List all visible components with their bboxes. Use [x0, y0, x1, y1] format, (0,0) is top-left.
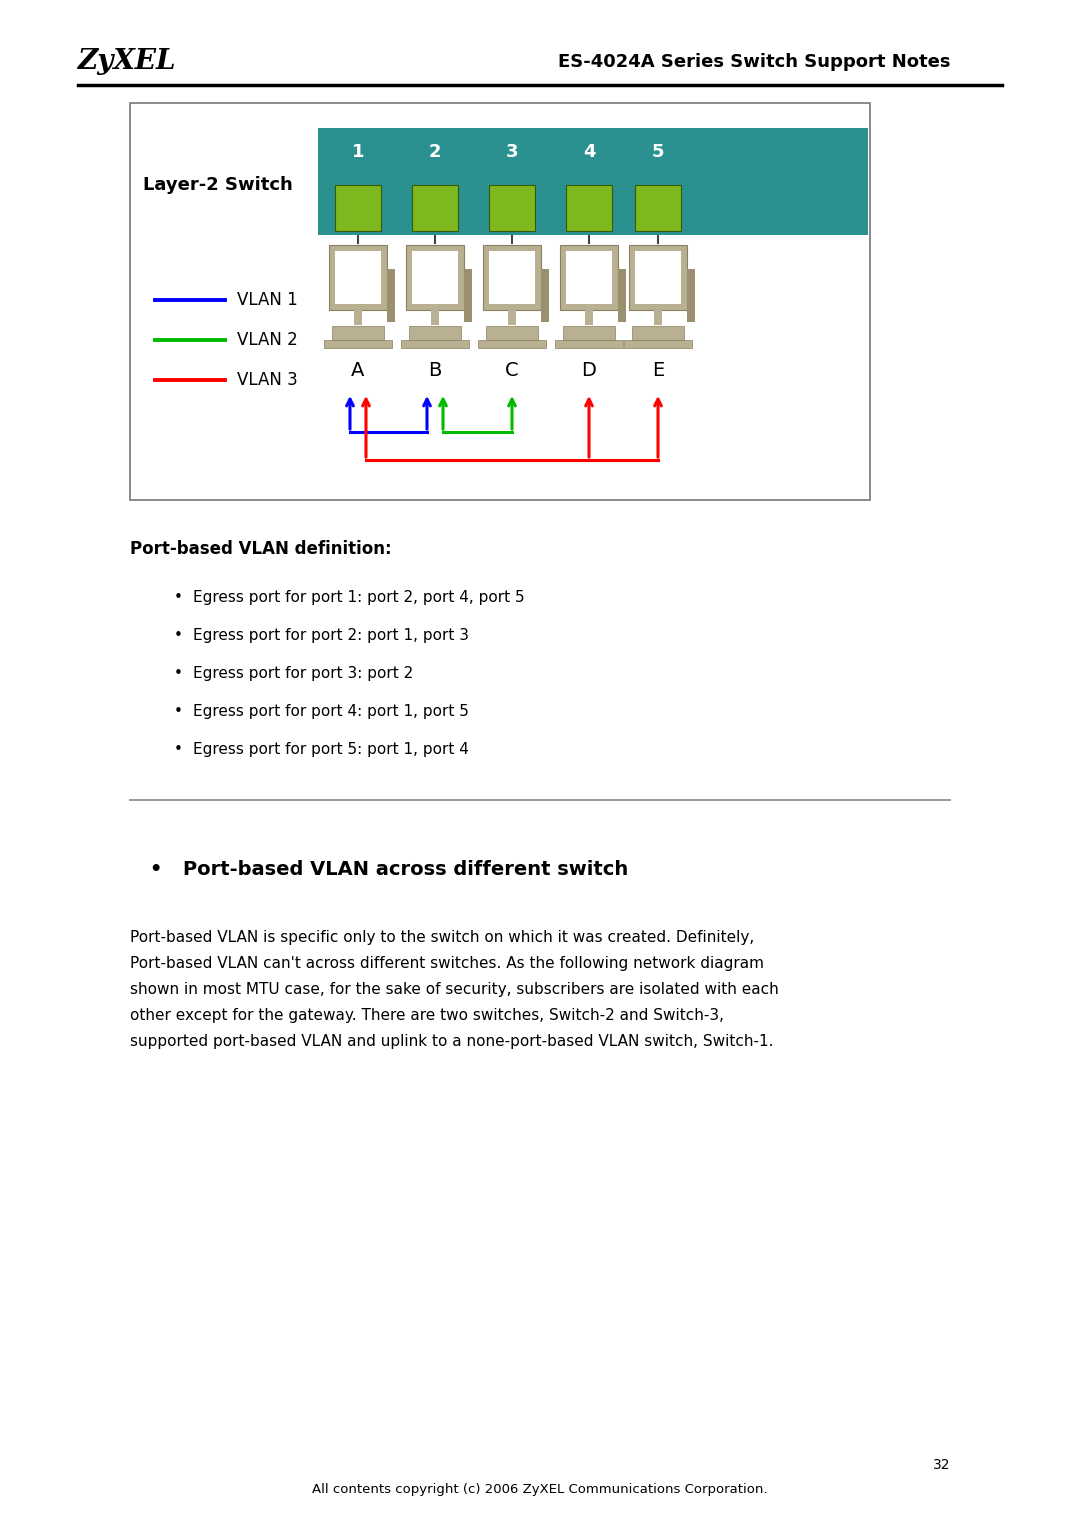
Text: Egress port for port 4: port 1, port 5: Egress port for port 4: port 1, port 5	[193, 704, 469, 719]
Bar	[563, 325, 615, 341]
Text: D: D	[581, 360, 596, 380]
Text: •: •	[174, 742, 183, 757]
Bar	[687, 269, 696, 322]
Text: Layer-2 Switch: Layer-2 Switch	[144, 176, 293, 194]
Bar	[489, 185, 535, 231]
Bar	[411, 185, 458, 231]
Bar	[618, 269, 626, 322]
Bar	[566, 250, 612, 304]
FancyBboxPatch shape	[406, 244, 464, 310]
Bar	[431, 310, 438, 325]
Bar	[318, 128, 868, 235]
Bar	[508, 310, 516, 325]
Text: Port-based VLAN can't across different switches. As the following network diagra: Port-based VLAN can't across different s…	[130, 956, 764, 971]
Text: Egress port for port 3: port 2: Egress port for port 3: port 2	[193, 666, 414, 681]
Text: 4: 4	[583, 144, 595, 160]
Text: C: C	[505, 360, 518, 380]
Bar	[635, 250, 681, 304]
Text: Port-based VLAN is specific only to the switch on which it was created. Definite: Port-based VLAN is specific only to the …	[130, 930, 754, 945]
Text: Egress port for port 1: port 2, port 4, port 5: Egress port for port 1: port 2, port 4, …	[193, 589, 525, 605]
Text: •: •	[174, 704, 183, 719]
Bar	[130, 102, 870, 499]
FancyBboxPatch shape	[483, 244, 541, 310]
Text: ES-4024A Series Switch Support Notes: ES-4024A Series Switch Support Notes	[557, 53, 950, 70]
Text: 3: 3	[505, 144, 518, 160]
Text: B: B	[429, 360, 442, 380]
Bar	[489, 250, 535, 304]
Text: Egress port for port 2: port 1, port 3: Egress port for port 2: port 1, port 3	[193, 628, 469, 643]
Bar	[478, 341, 546, 348]
Bar	[409, 325, 461, 341]
Text: E: E	[652, 360, 664, 380]
Text: 2: 2	[429, 144, 442, 160]
FancyBboxPatch shape	[561, 244, 618, 310]
Text: Egress port for port 5: port 1, port 4: Egress port for port 5: port 1, port 4	[193, 742, 469, 757]
Bar	[541, 269, 549, 322]
Bar	[632, 325, 684, 341]
Text: Port-based VLAN across different switch: Port-based VLAN across different switch	[183, 861, 629, 880]
Bar	[411, 250, 458, 304]
Text: •: •	[149, 861, 161, 880]
Text: Port-based VLAN definition:: Port-based VLAN definition:	[130, 541, 392, 557]
Bar	[387, 269, 395, 322]
Bar	[654, 310, 662, 325]
Text: •: •	[174, 589, 183, 605]
Text: A: A	[351, 360, 365, 380]
Text: VLAN 1: VLAN 1	[237, 292, 298, 308]
Text: 32: 32	[932, 1458, 950, 1472]
FancyBboxPatch shape	[329, 244, 387, 310]
Bar	[332, 325, 384, 341]
Bar	[585, 310, 593, 325]
Bar	[486, 325, 538, 341]
Text: VLAN 2: VLAN 2	[237, 331, 298, 350]
Text: other except for the gateway. There are two switches, Switch-2 and Switch-3,: other except for the gateway. There are …	[130, 1008, 724, 1023]
Bar	[464, 269, 472, 322]
Bar	[401, 341, 469, 348]
Bar	[354, 310, 362, 325]
Bar	[566, 185, 612, 231]
Text: 1: 1	[352, 144, 364, 160]
Bar	[335, 250, 381, 304]
Bar	[335, 185, 381, 231]
Bar	[624, 341, 692, 348]
FancyBboxPatch shape	[629, 244, 687, 310]
Bar	[555, 341, 623, 348]
Text: VLAN 3: VLAN 3	[237, 371, 298, 389]
Text: •: •	[174, 628, 183, 643]
Text: All contents copyright (c) 2006 ZyXEL Communications Corporation.: All contents copyright (c) 2006 ZyXEL Co…	[312, 1484, 768, 1496]
Text: ZyXEL: ZyXEL	[78, 49, 176, 75]
Text: •: •	[174, 666, 183, 681]
Bar	[635, 185, 681, 231]
Text: shown in most MTU case, for the sake of security, subscribers are isolated with : shown in most MTU case, for the sake of …	[130, 982, 779, 997]
Text: supported port-based VLAN and uplink to a none-port-based VLAN switch, Switch-1.: supported port-based VLAN and uplink to …	[130, 1034, 773, 1049]
Text: 5: 5	[651, 144, 664, 160]
Bar	[324, 341, 392, 348]
